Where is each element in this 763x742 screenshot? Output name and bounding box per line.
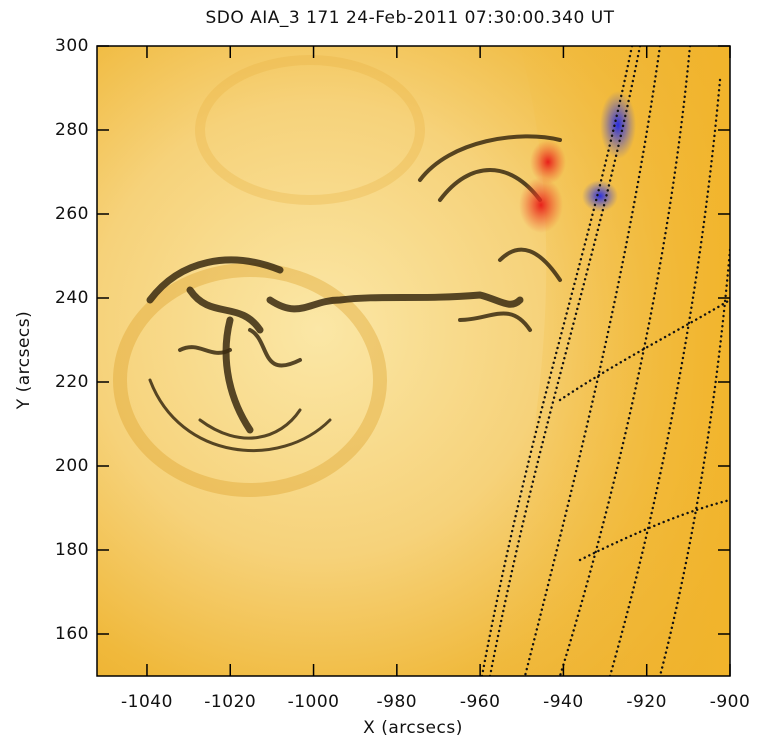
x-tick-label: -1000 bbox=[288, 692, 340, 712]
x-tick-label: -1040 bbox=[121, 692, 173, 712]
y-tick-label: 300 bbox=[55, 36, 89, 56]
x-tick-label: -920 bbox=[626, 692, 667, 712]
chart-title: SDO AIA_3 171 24-Feb-2011 07:30:00.340 U… bbox=[205, 8, 614, 28]
plot-frame bbox=[96, 45, 731, 677]
y-tick-label: 280 bbox=[55, 120, 89, 140]
x-tick-label: -980 bbox=[377, 692, 418, 712]
x-tick-label: -940 bbox=[543, 692, 584, 712]
y-tick-label: 220 bbox=[55, 372, 89, 392]
x-tick-label: -900 bbox=[710, 692, 751, 712]
y-tick-label: 180 bbox=[55, 540, 89, 560]
y-tick-label: 200 bbox=[55, 456, 89, 476]
x-tick-label: -1020 bbox=[204, 692, 256, 712]
x-axis-label: X (arcsecs) bbox=[363, 718, 463, 738]
y-axis-label: Y (arcsecs) bbox=[14, 311, 34, 410]
x-tick-label: -960 bbox=[460, 692, 501, 712]
solar-image bbox=[97, 46, 730, 676]
y-tick-label: 260 bbox=[55, 204, 89, 224]
y-tick-label: 160 bbox=[55, 624, 89, 644]
y-tick-label: 240 bbox=[55, 288, 89, 308]
